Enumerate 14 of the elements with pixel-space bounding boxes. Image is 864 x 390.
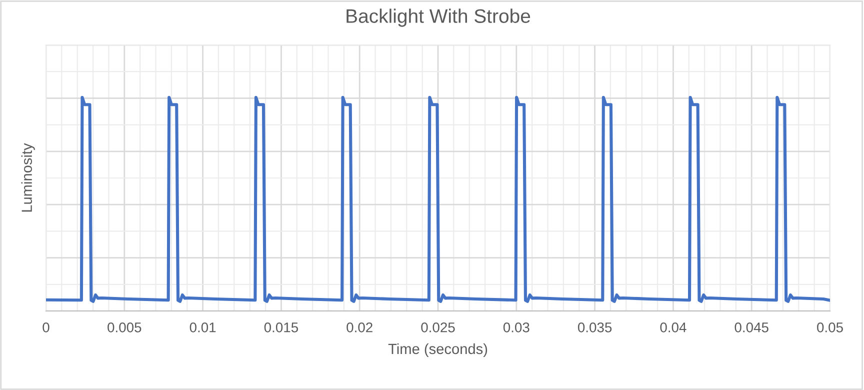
x-tick-label: 0.015 <box>264 322 298 332</box>
x-tick-label: 0.025 <box>421 322 455 332</box>
x-tick-label: 0 <box>42 322 50 332</box>
chart-title: Backlight With Strobe <box>346 8 530 27</box>
y-axis-title: Luminosity <box>21 143 35 212</box>
x-tick-label: 0.01 <box>190 322 216 332</box>
x-tick-label: 0.045 <box>734 322 768 332</box>
x-axis-title: Time (seconds) <box>388 343 488 357</box>
x-tick-label: 0.005 <box>108 322 142 332</box>
x-tick-label: 0.05 <box>817 322 843 332</box>
x-tick-label: 0.04 <box>660 322 686 332</box>
x-tick-label: 0.03 <box>503 322 530 332</box>
x-tick-label: 0.035 <box>578 322 612 332</box>
x-tick-label: 0.02 <box>346 322 372 332</box>
